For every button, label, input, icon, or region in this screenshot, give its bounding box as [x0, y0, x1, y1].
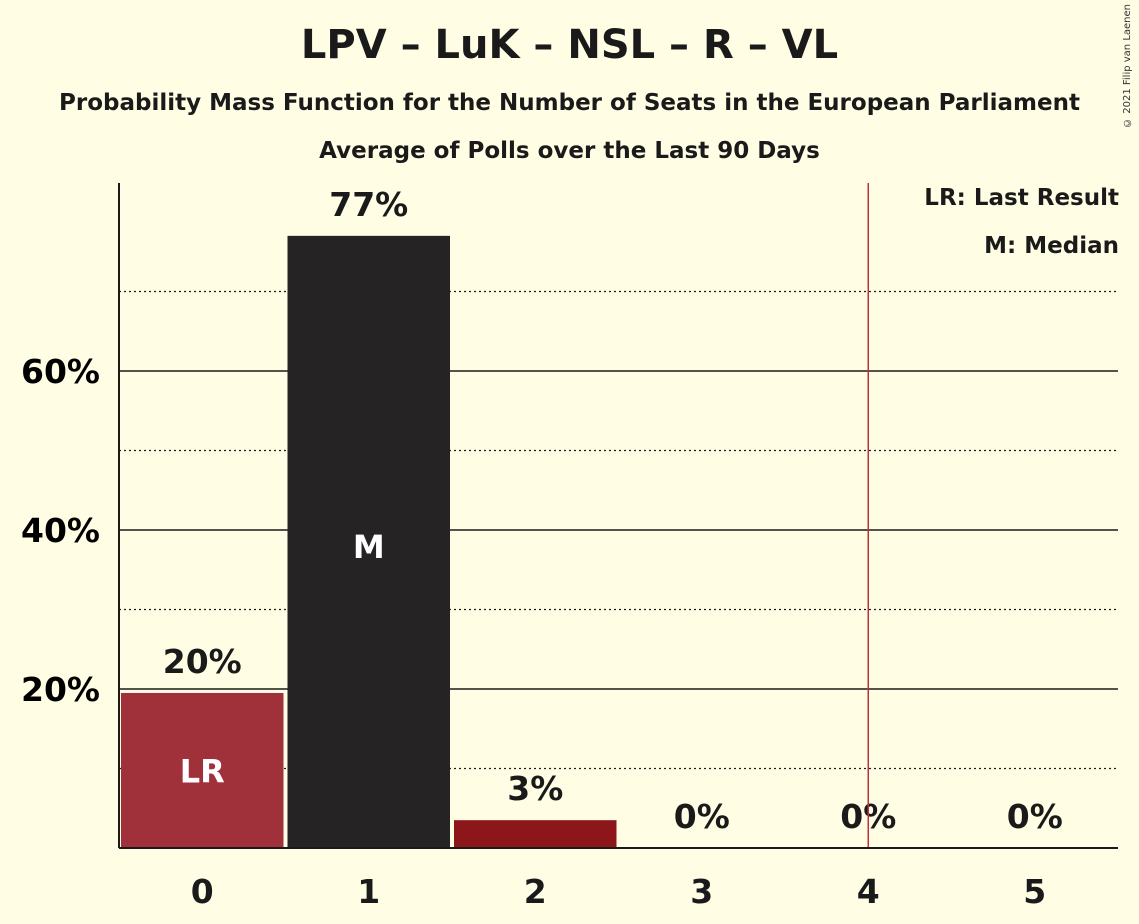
bar-value-label-2: 3%	[507, 769, 563, 808]
legend-last-result: LR: Last Result	[924, 185, 1119, 211]
legend-median: M: Median	[984, 233, 1119, 259]
bar-value-label-3: 0%	[674, 797, 730, 836]
chart-title: LPV – LuK – NSL – R – VL	[300, 22, 839, 68]
bar-2	[454, 820, 617, 848]
bar-value-label-5: 0%	[1007, 797, 1063, 836]
x-tick-label-3: 3	[690, 872, 713, 911]
x-tick-label-0: 0	[191, 872, 214, 911]
bar-0	[121, 692, 284, 848]
bar-1	[287, 235, 450, 849]
x-tick-label-1: 1	[357, 872, 380, 911]
y-tick-label-2: 60%	[21, 352, 100, 391]
y-tick-label-1: 40%	[21, 511, 100, 550]
bar-value-label-0: 20%	[163, 642, 242, 681]
bar-value-label-1: 77%	[329, 185, 408, 224]
x-tick-label-5: 5	[1023, 872, 1046, 911]
bar-mark-0: LR	[180, 752, 225, 790]
chart-subtitle: Probability Mass Function for the Number…	[59, 90, 1080, 116]
chart-period: Average of Polls over the Last 90 Days	[319, 138, 820, 164]
x-tick-label-2: 2	[524, 872, 547, 911]
x-tick-label-4: 4	[857, 872, 880, 911]
bar-mark-1: M	[353, 528, 385, 566]
y-tick-label-0: 20%	[21, 670, 100, 709]
